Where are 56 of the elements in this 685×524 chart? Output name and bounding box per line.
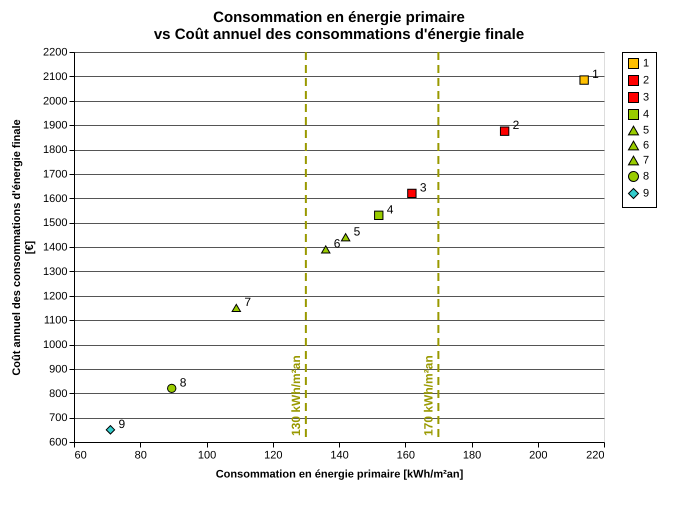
point <box>340 233 350 242</box>
point <box>579 75 589 85</box>
legend-label: 5 <box>643 124 650 136</box>
legend-label: 2 <box>643 74 650 86</box>
y-tick-label: 700 <box>49 412 68 424</box>
y-tick-label: 1200 <box>43 290 68 302</box>
text: 9 <box>118 416 126 431</box>
x-tick-label: 220 <box>586 450 604 462</box>
point <box>374 210 384 220</box>
legend-label: 3 <box>643 92 650 104</box>
x-tick-label: 120 <box>264 450 282 462</box>
legend-label: 6 <box>643 140 650 152</box>
text: 7 <box>244 294 251 309</box>
y-tick-label: 900 <box>49 363 68 376</box>
ref-line-label: 170 kWh/m²an <box>421 355 436 436</box>
y-tick-label: 1800 <box>43 144 68 156</box>
x-tick-label: 100 <box>198 450 216 462</box>
x-axis-title: Consommation en énergie primaire [kWh/m²an] <box>216 468 464 480</box>
chart-title: Consommation en énergie primaire vs Coût annuel des consommations d'énergie finale <box>154 9 524 43</box>
point <box>321 245 330 254</box>
legend-label: 9 <box>643 188 650 200</box>
legend-label: 7 <box>643 154 650 166</box>
y-tick-label: 2100 <box>43 70 68 83</box>
y-tick-label: 1500 <box>43 217 68 230</box>
y-tick-label: 1300 <box>43 266 68 278</box>
y-tick-label: 1400 <box>43 242 68 254</box>
x-tick-label: 80 <box>134 450 147 462</box>
point <box>500 126 510 136</box>
y-tick-label: 1000 <box>43 339 68 351</box>
point <box>106 425 116 434</box>
y-tick-label: 600 <box>49 436 68 448</box>
y-axis-title: Coût annuel des consommations d'énergie finale [€] <box>11 119 36 376</box>
x-tick-label: 180 <box>462 450 482 462</box>
legend-label: 1 <box>643 58 650 70</box>
text: 3 <box>420 180 427 194</box>
y-tick-label: 2200 <box>43 46 68 58</box>
legend-label: 4 <box>643 108 650 120</box>
text: 6 <box>334 236 340 250</box>
x-tick-label: 60 <box>74 450 87 462</box>
legend-label: 8 <box>643 170 650 182</box>
point <box>232 304 241 312</box>
point <box>407 188 417 198</box>
y-tick-label: 1700 <box>43 168 68 180</box>
x-tick-label: 200 <box>529 450 548 462</box>
y-tick-label: 800 <box>49 388 68 400</box>
y-tick-label: 1900 <box>43 120 68 132</box>
y-tick-label: 2000 <box>43 95 68 108</box>
text: 8 <box>180 375 186 390</box>
x-tick-label: 140 <box>330 450 349 462</box>
text: 4 <box>386 202 394 216</box>
y-tick-label: 1600 <box>43 192 68 205</box>
text: 5 <box>354 224 360 238</box>
point <box>167 384 176 394</box>
x-tick-label: 160 <box>396 450 415 462</box>
ref-line-label: 130 kWh/m²an <box>288 355 303 436</box>
y-tick-label: 1100 <box>44 314 68 327</box>
